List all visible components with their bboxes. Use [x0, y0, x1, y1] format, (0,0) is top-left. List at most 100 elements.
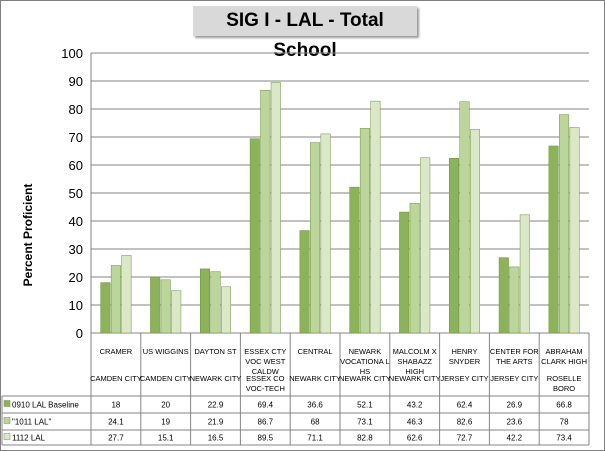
bar: [249, 138, 260, 334]
data-label: 46.3: [407, 418, 423, 427]
category-district-label: ESSEX CO: [246, 374, 285, 383]
legend-series-label: 0910 LAL Baseline: [12, 401, 79, 410]
data-label: 71.1: [307, 434, 323, 443]
y-tick-label: 50: [69, 186, 83, 201]
bar: [260, 89, 271, 334]
bar: [409, 203, 420, 334]
y-tick-label: 40: [69, 214, 83, 229]
data-label: 42.2: [507, 434, 523, 443]
category-district-label: VOC-TECH: [246, 384, 285, 393]
data-label: 86.7: [258, 418, 274, 427]
bar: [470, 129, 480, 334]
bar: [160, 279, 171, 334]
category-district-label: NEWARK CITY: [190, 374, 242, 383]
bar: [100, 282, 111, 334]
bar: [569, 127, 580, 334]
y-tick-label: 20: [69, 270, 83, 285]
bar: [310, 142, 321, 334]
y-tick-label: 80: [69, 102, 83, 117]
legend-swatch: [3, 433, 11, 440]
data-label: 82.6: [457, 418, 473, 427]
bar: [559, 114, 570, 334]
category-school-label: CRAMER: [100, 347, 133, 356]
data-label: 66.8: [556, 401, 572, 410]
data-label: 22.9: [208, 401, 224, 410]
bar: [200, 268, 210, 334]
data-label: 62.6: [407, 434, 423, 443]
bar: [399, 211, 410, 334]
data-label: 72.7: [457, 434, 473, 443]
y-tick-label: 100: [61, 46, 83, 61]
data-label: 24.1: [108, 418, 124, 427]
bar: [150, 276, 161, 334]
y-tick-label: 90: [69, 74, 83, 89]
y-tick-label: 60: [69, 158, 83, 173]
category-school-label: HIGH: [405, 367, 424, 376]
data-label: 19: [161, 418, 170, 427]
bar: [349, 186, 360, 334]
category-school-label: US WIGGINS: [143, 347, 189, 356]
data-label: 69.4: [258, 401, 274, 410]
data-label: 62.4: [457, 401, 473, 410]
bar: [221, 286, 231, 334]
legend-swatch: [3, 400, 11, 407]
bar: [359, 128, 370, 334]
category-school-label: NEWARK: [349, 347, 382, 356]
data-label: 52.1: [357, 401, 373, 410]
category-district-label: NEWARK CITY: [339, 374, 391, 383]
category-school-label: THE ARTS: [496, 357, 533, 366]
legend-series-label: 1112 LAL: [12, 434, 46, 443]
data-label: 43.2: [407, 401, 423, 410]
chart-title: SIG I - LAL - Total School: [226, 10, 384, 61]
bar: [270, 82, 281, 334]
category-school-label: SNYDER: [449, 357, 481, 366]
category-school-label: CALDW: [252, 367, 280, 376]
category-district-label: CAMDEN CITY: [90, 374, 142, 383]
bar: [210, 271, 221, 334]
category-district-label: BORO: [553, 384, 575, 393]
y-tick-label: 70: [69, 130, 83, 145]
bar: [459, 101, 470, 334]
y-tick-label: 30: [69, 242, 83, 257]
data-label: 27.7: [108, 434, 124, 443]
legend-series-label: "1011 LAL": [12, 418, 52, 427]
category-school-label: HS: [360, 367, 370, 376]
category-district-label: NEWARK CITY: [289, 374, 341, 383]
data-label: 21.9: [208, 418, 224, 427]
category-district-label: JERSEY CITY: [440, 374, 488, 383]
category-school-label: CENTER FOR: [490, 347, 539, 356]
data-label: 78: [560, 418, 569, 427]
data-label: 26.9: [507, 401, 523, 410]
category-school-label: ABRAHAM: [546, 347, 583, 356]
category-district-label: NEWARK CITY: [389, 374, 441, 383]
bar: [171, 290, 182, 334]
bar: [370, 100, 381, 334]
category-school-label: CLARK HIGH: [541, 357, 587, 366]
bar: [110, 265, 121, 334]
bar: [299, 230, 310, 334]
data-label: 68: [311, 418, 320, 427]
category-school-label: HENRY: [451, 347, 477, 356]
legend-swatch: [3, 417, 11, 424]
data-label: 16.5: [208, 434, 224, 443]
category-district-label: JERSEY CITY: [490, 374, 538, 383]
data-label: 15.1: [158, 434, 174, 443]
data-label: 18: [111, 401, 120, 410]
category-district-label: ROSELLE: [547, 374, 582, 383]
bar: [548, 145, 559, 334]
bar: [320, 133, 331, 334]
category-school-label: VOC WEST: [245, 357, 285, 366]
data-label: 23.6: [507, 418, 523, 427]
data-label: 20: [161, 401, 170, 410]
data-label: 73.4: [556, 434, 572, 443]
category-school-label: MALCOLM X: [393, 347, 437, 356]
data-label: 82.8: [357, 434, 373, 443]
bar: [519, 214, 530, 334]
y-tick-label: 10: [69, 298, 83, 313]
chart-title-box: SIG I - LAL - Total School: [193, 6, 417, 61]
bar: [420, 157, 431, 334]
category-school-label: CENTRAL: [298, 347, 333, 356]
y-tick-label: 0: [76, 326, 83, 341]
